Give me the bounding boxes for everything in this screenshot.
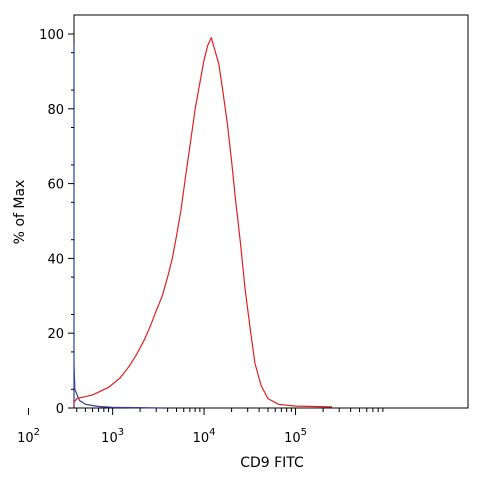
plot-frame — [73, 14, 469, 409]
x-tick-label: 104 — [193, 427, 216, 446]
series-line-0 — [73, 44, 163, 409]
x-tick-label: 102 — [17, 427, 40, 446]
series-layer — [73, 37, 333, 409]
y-tick-label: 100 — [39, 28, 64, 43]
series-line-1 — [73, 37, 333, 408]
y-tick-label: 60 — [47, 178, 64, 193]
y-tick-label: 0 — [56, 402, 64, 417]
x-tick-exponent: 5 — [301, 427, 307, 438]
x-tick-exponent: 3 — [118, 427, 124, 438]
x-tick-exponent: 2 — [34, 427, 40, 438]
x-tick-base: 10 — [101, 431, 118, 446]
x-axis-title: CD9 FITC — [240, 455, 304, 471]
y-tick-label: 40 — [47, 252, 64, 267]
y-tick-label: 80 — [47, 103, 64, 118]
x-tick-exponent: 4 — [209, 427, 215, 438]
x-tick-base: 10 — [193, 431, 210, 446]
y-tick-label: 20 — [47, 327, 64, 342]
x-tick-base: 10 — [17, 431, 34, 446]
x-tick-label: 105 — [284, 427, 307, 446]
x-tick-label: 103 — [101, 427, 124, 446]
x-tick-base: 10 — [284, 431, 301, 446]
y-axis: 0 20 40 60 80 100 — [39, 28, 74, 417]
y-axis-title: % of Max — [12, 180, 28, 245]
